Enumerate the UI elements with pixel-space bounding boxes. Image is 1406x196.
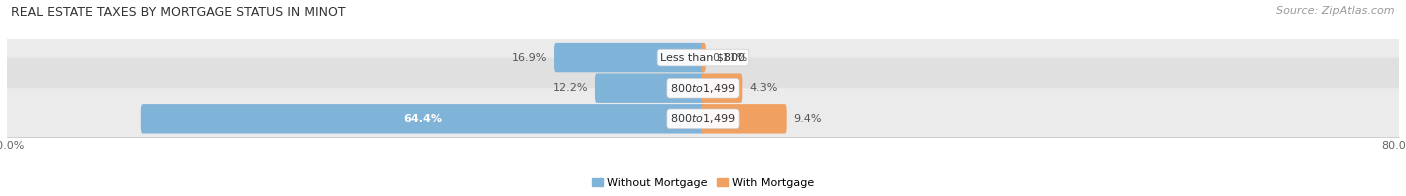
FancyBboxPatch shape [595,74,704,103]
Text: Less than $800: Less than $800 [661,53,745,63]
FancyBboxPatch shape [3,88,1403,149]
Text: $800 to $1,499: $800 to $1,499 [671,82,735,95]
Text: 12.2%: 12.2% [553,83,588,93]
FancyBboxPatch shape [141,104,704,133]
Text: 64.4%: 64.4% [404,114,443,124]
Text: $800 to $1,499: $800 to $1,499 [671,112,735,125]
FancyBboxPatch shape [554,43,704,72]
FancyBboxPatch shape [702,43,706,72]
FancyBboxPatch shape [702,74,742,103]
Text: 9.4%: 9.4% [793,114,823,124]
Text: 16.9%: 16.9% [512,53,547,63]
FancyBboxPatch shape [3,27,1403,88]
Text: Source: ZipAtlas.com: Source: ZipAtlas.com [1277,6,1395,16]
Text: REAL ESTATE TAXES BY MORTGAGE STATUS IN MINOT: REAL ESTATE TAXES BY MORTGAGE STATUS IN … [11,6,346,19]
Legend: Without Mortgage, With Mortgage: Without Mortgage, With Mortgage [588,173,818,192]
FancyBboxPatch shape [702,104,787,133]
Text: 4.3%: 4.3% [749,83,778,93]
FancyBboxPatch shape [3,58,1403,119]
Text: 0.11%: 0.11% [713,53,748,63]
